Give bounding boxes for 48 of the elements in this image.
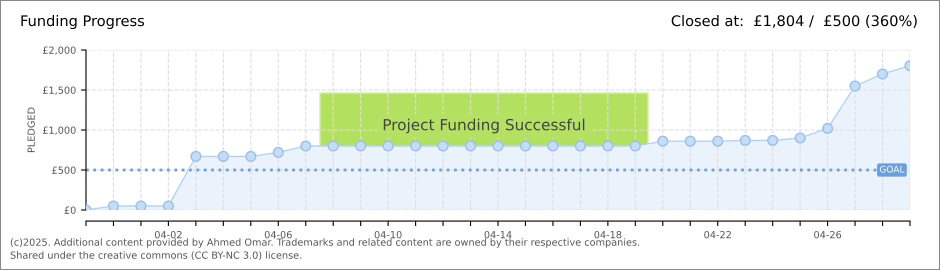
point	[410, 140, 422, 152]
y-tick-label: £500	[52, 166, 76, 174]
point	[464, 140, 476, 152]
chart-title: Funding Progress	[21, 14, 144, 30]
point	[135, 200, 146, 210]
point	[876, 68, 888, 80]
point	[822, 122, 834, 134]
chart-subtitle: Closed at: £1,804 / £500 (360%)	[672, 14, 917, 28]
point	[245, 150, 256, 162]
point	[657, 136, 668, 147]
ref-line-label: GOAL	[880, 166, 904, 173]
point	[300, 140, 312, 152]
point	[328, 140, 339, 152]
point	[520, 140, 532, 152]
point	[574, 140, 586, 152]
y-tick-label: £1,500	[42, 86, 76, 95]
y-tick-label: £1,000	[42, 126, 76, 135]
point	[492, 140, 504, 152]
point	[272, 146, 284, 158]
x-tick-label: 04-06	[264, 231, 292, 238]
y-tick-label: £2,000	[42, 46, 76, 55]
point	[602, 140, 614, 152]
y-axis-title: PLEDGED	[27, 108, 35, 152]
x-tick-label: 04-14	[484, 231, 512, 238]
text: Shared under the creative commons (CC BY-NC 3.0) license.	[10, 251, 302, 260]
point	[218, 150, 229, 162]
point	[767, 134, 778, 146]
point	[684, 136, 696, 147]
point	[794, 132, 806, 144]
annotation: Project Funding Successful	[384, 118, 584, 134]
x-tick-label: 04-02	[154, 231, 182, 238]
point	[712, 136, 724, 147]
point	[438, 140, 449, 152]
x-tick-label: 04-10	[374, 231, 402, 238]
x-tick-label: 04-22	[704, 231, 731, 238]
point	[547, 140, 558, 152]
point	[740, 134, 751, 146]
point	[382, 140, 394, 152]
x-tick-label: 04-18	[594, 231, 622, 238]
point	[190, 150, 202, 162]
point	[630, 140, 641, 152]
point	[355, 140, 366, 152]
x-tick-label: 04-26	[814, 231, 842, 238]
text: (c)2025. Additional content provided by Ahmed Omar. Trademarks and related content are owned by their respective companies.	[10, 238, 640, 248]
y-tick-label: £0	[64, 206, 76, 214]
point	[850, 80, 861, 92]
point	[108, 200, 120, 210]
point	[162, 200, 174, 210]
